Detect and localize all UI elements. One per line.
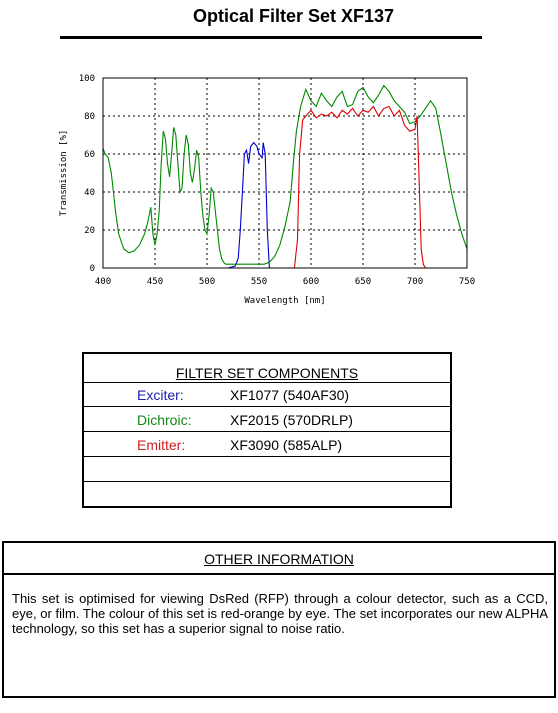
other-info-heading: OTHER INFORMATION: [4, 543, 554, 575]
x-tick-label: 450: [147, 277, 163, 287]
component-row: [84, 457, 450, 482]
x-tick-label: 600: [303, 277, 319, 287]
x-tick-label: 700: [407, 277, 423, 287]
component-part: XF2015 (570DRLP): [230, 412, 353, 428]
y-axis-label: Transmission [%]: [59, 130, 69, 217]
y-tick-label: 60: [84, 150, 95, 160]
transmission-chart: 400 450 500 550 600 650 700 750 0 20 40 60 80 100 Wav…: [59, 74, 475, 306]
series-exciter-line: [103, 141, 467, 269]
y-tick-label: 40: [84, 188, 95, 198]
other-info-text: This set is optimised for viewing DsRed …: [12, 591, 548, 636]
other-information-panel: OTHER INFORMATION This set is optimised …: [2, 541, 556, 698]
title-rule: [60, 36, 482, 39]
filter-components-table: FILTER SET COMPONENTS Exciter: XF1077 (54…: [82, 352, 452, 508]
components-heading: FILTER SET COMPONENTS: [84, 354, 450, 383]
component-part: XF1077 (540AF30): [230, 387, 350, 403]
y-tick-label: 100: [79, 74, 95, 84]
chart-series: [102, 84, 468, 269]
x-axis-label: Wavelength [nm]: [244, 296, 325, 306]
component-row: Exciter: XF1077 (540AF30): [84, 382, 450, 407]
component-name: Emitter:: [137, 437, 186, 453]
y-tick-label: 80: [84, 112, 95, 122]
series-emitter-line: [103, 105, 467, 269]
component-part: XF3090 (585ALP): [230, 437, 343, 453]
component-name: Exciter:: [137, 387, 184, 403]
component-row: Emitter: XF3090 (585ALP): [84, 432, 450, 457]
x-tick-label: 550: [251, 277, 267, 287]
plot-frame: [102, 77, 468, 269]
component-row: Dichroic: XF2015 (570DRLP): [84, 407, 450, 432]
x-tick-label: 750: [459, 277, 475, 287]
x-tick-label: 500: [199, 277, 215, 287]
component-name: Dichroic:: [137, 412, 192, 428]
component-row: [84, 482, 450, 506]
page-title: Optical Filter Set XF137: [193, 6, 395, 26]
x-tick-label: 400: [95, 277, 111, 287]
chart-grid: [103, 78, 467, 268]
series-dichroic-line: [102, 84, 468, 265]
chart-ticks: 400 450 500 550 600 650 700 750 0 20 40 60 80 100: [79, 74, 475, 287]
x-tick-label: 650: [355, 277, 371, 287]
y-tick-label: 0: [90, 264, 95, 274]
y-tick-label: 20: [84, 226, 95, 236]
